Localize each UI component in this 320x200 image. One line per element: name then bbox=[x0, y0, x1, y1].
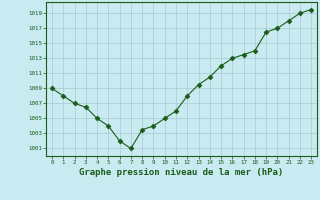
X-axis label: Graphe pression niveau de la mer (hPa): Graphe pression niveau de la mer (hPa) bbox=[79, 168, 284, 177]
